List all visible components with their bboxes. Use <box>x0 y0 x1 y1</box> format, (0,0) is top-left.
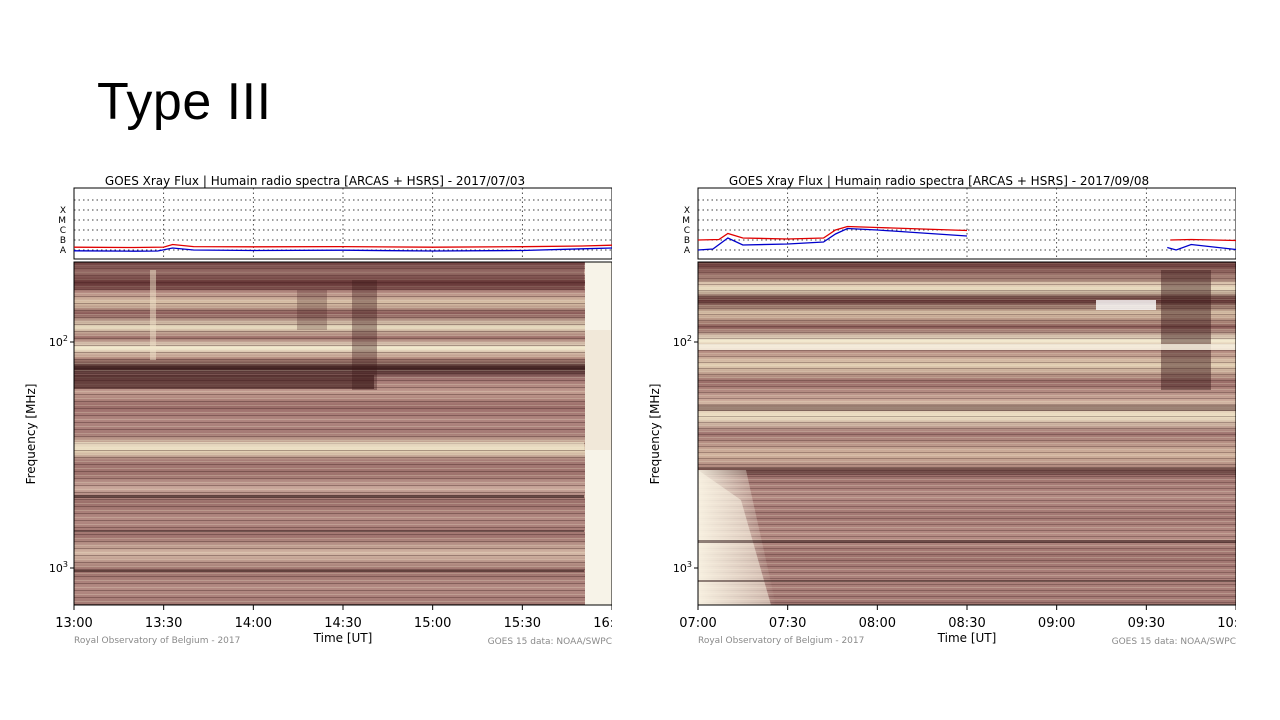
x-ticks-left: 13:00 13:30 14:00 14:30 15:00 15:30 16:00 <box>55 605 612 631</box>
flare-class-b-left: B <box>60 236 66 246</box>
flare-class-c-right: C <box>684 226 690 236</box>
goes-series-line-blue <box>73 247 612 252</box>
y-axis-label-right: Frequency [MHz] <box>648 384 662 485</box>
flare-class-m-right: M <box>682 216 690 226</box>
x-tick-label: 08:30 <box>948 616 985 631</box>
spectrogram-right <box>698 262 1236 605</box>
x-tick-label: 09:00 <box>1038 616 1075 631</box>
goes-series-group-right <box>697 225 1236 251</box>
x-tick-label: 10:00 <box>1217 616 1236 631</box>
x-tick-label: 14:30 <box>324 616 361 631</box>
y-tick-100-left: 102 <box>49 334 68 349</box>
flare-class-b-right: B <box>684 236 690 246</box>
spectrogram-left <box>74 262 612 605</box>
x-tick-label: 08:00 <box>859 616 896 631</box>
x-tick-label: 09:30 <box>1128 616 1165 631</box>
flare-class-m-left: M <box>58 216 66 226</box>
x-tick-label: 07:00 <box>679 616 716 631</box>
goes-series-group-left <box>73 243 612 252</box>
chart-panel-right: GOES Xray Flux | Humain radio spectra [A… <box>646 170 1236 650</box>
flare-class-c-left: C <box>60 226 66 236</box>
credit-observatory-right: Royal Observatory of Belgium - 2017 <box>698 636 864 646</box>
goes-grid-right <box>698 188 1236 259</box>
y-axis-label-left: Frequency [MHz] <box>24 384 38 485</box>
x-tick-label: 13:30 <box>145 616 182 631</box>
credit-observatory-left: Royal Observatory of Belgium - 2017 <box>74 636 240 646</box>
chart-panel-left: GOES Xray Flux | Humain radio spectra [A… <box>22 170 612 650</box>
x-axis-label-right: Time [UT] <box>937 631 997 645</box>
x-tick-label: 07:30 <box>769 616 806 631</box>
x-axis-label-left: Time [UT] <box>313 631 373 645</box>
flare-class-x-right: X <box>684 206 690 216</box>
goes-series-line-blue <box>1167 243 1236 251</box>
x-ticks-right: 07:00 07:30 08:00 08:30 09:00 09:30 10:00 <box>679 605 1236 631</box>
goes-series-line-red <box>697 225 968 241</box>
credit-goes-left: GOES 15 data: NOAA/SWPC <box>488 637 612 647</box>
flare-class-a-left: A <box>60 246 67 256</box>
goes-series-line-red <box>1170 238 1236 242</box>
flare-class-a-right: A <box>684 246 691 256</box>
chart-title-right: GOES Xray Flux | Humain radio spectra [A… <box>729 174 1149 188</box>
flare-class-x-left: X <box>60 206 66 216</box>
goes-panel-right <box>697 187 1236 260</box>
chart-svg-right: GOES Xray Flux | Humain radio spectra [A… <box>648 174 1236 647</box>
y-tick-1000-right: 103 <box>673 560 692 575</box>
slide-title: Type III <box>97 73 272 131</box>
x-tick-label: 16:00 <box>593 616 612 631</box>
y-tick-1000-left: 103 <box>49 560 68 575</box>
x-tick-label: 14:00 <box>235 616 272 631</box>
y-tick-100-right: 102 <box>673 334 692 349</box>
x-tick-label: 15:00 <box>414 616 451 631</box>
credit-goes-right: GOES 15 data: NOAA/SWPC <box>1112 637 1236 647</box>
x-tick-label: 15:30 <box>504 616 541 631</box>
goes-series-line-blue <box>697 227 968 251</box>
goes-panel-left <box>73 187 612 260</box>
goes-series-line-red <box>73 243 612 249</box>
chart-title-left: GOES Xray Flux | Humain radio spectra [A… <box>105 174 525 188</box>
x-tick-label: 13:00 <box>55 616 92 631</box>
chart-svg-left: GOES Xray Flux | Humain radio spectra [A… <box>24 174 612 647</box>
